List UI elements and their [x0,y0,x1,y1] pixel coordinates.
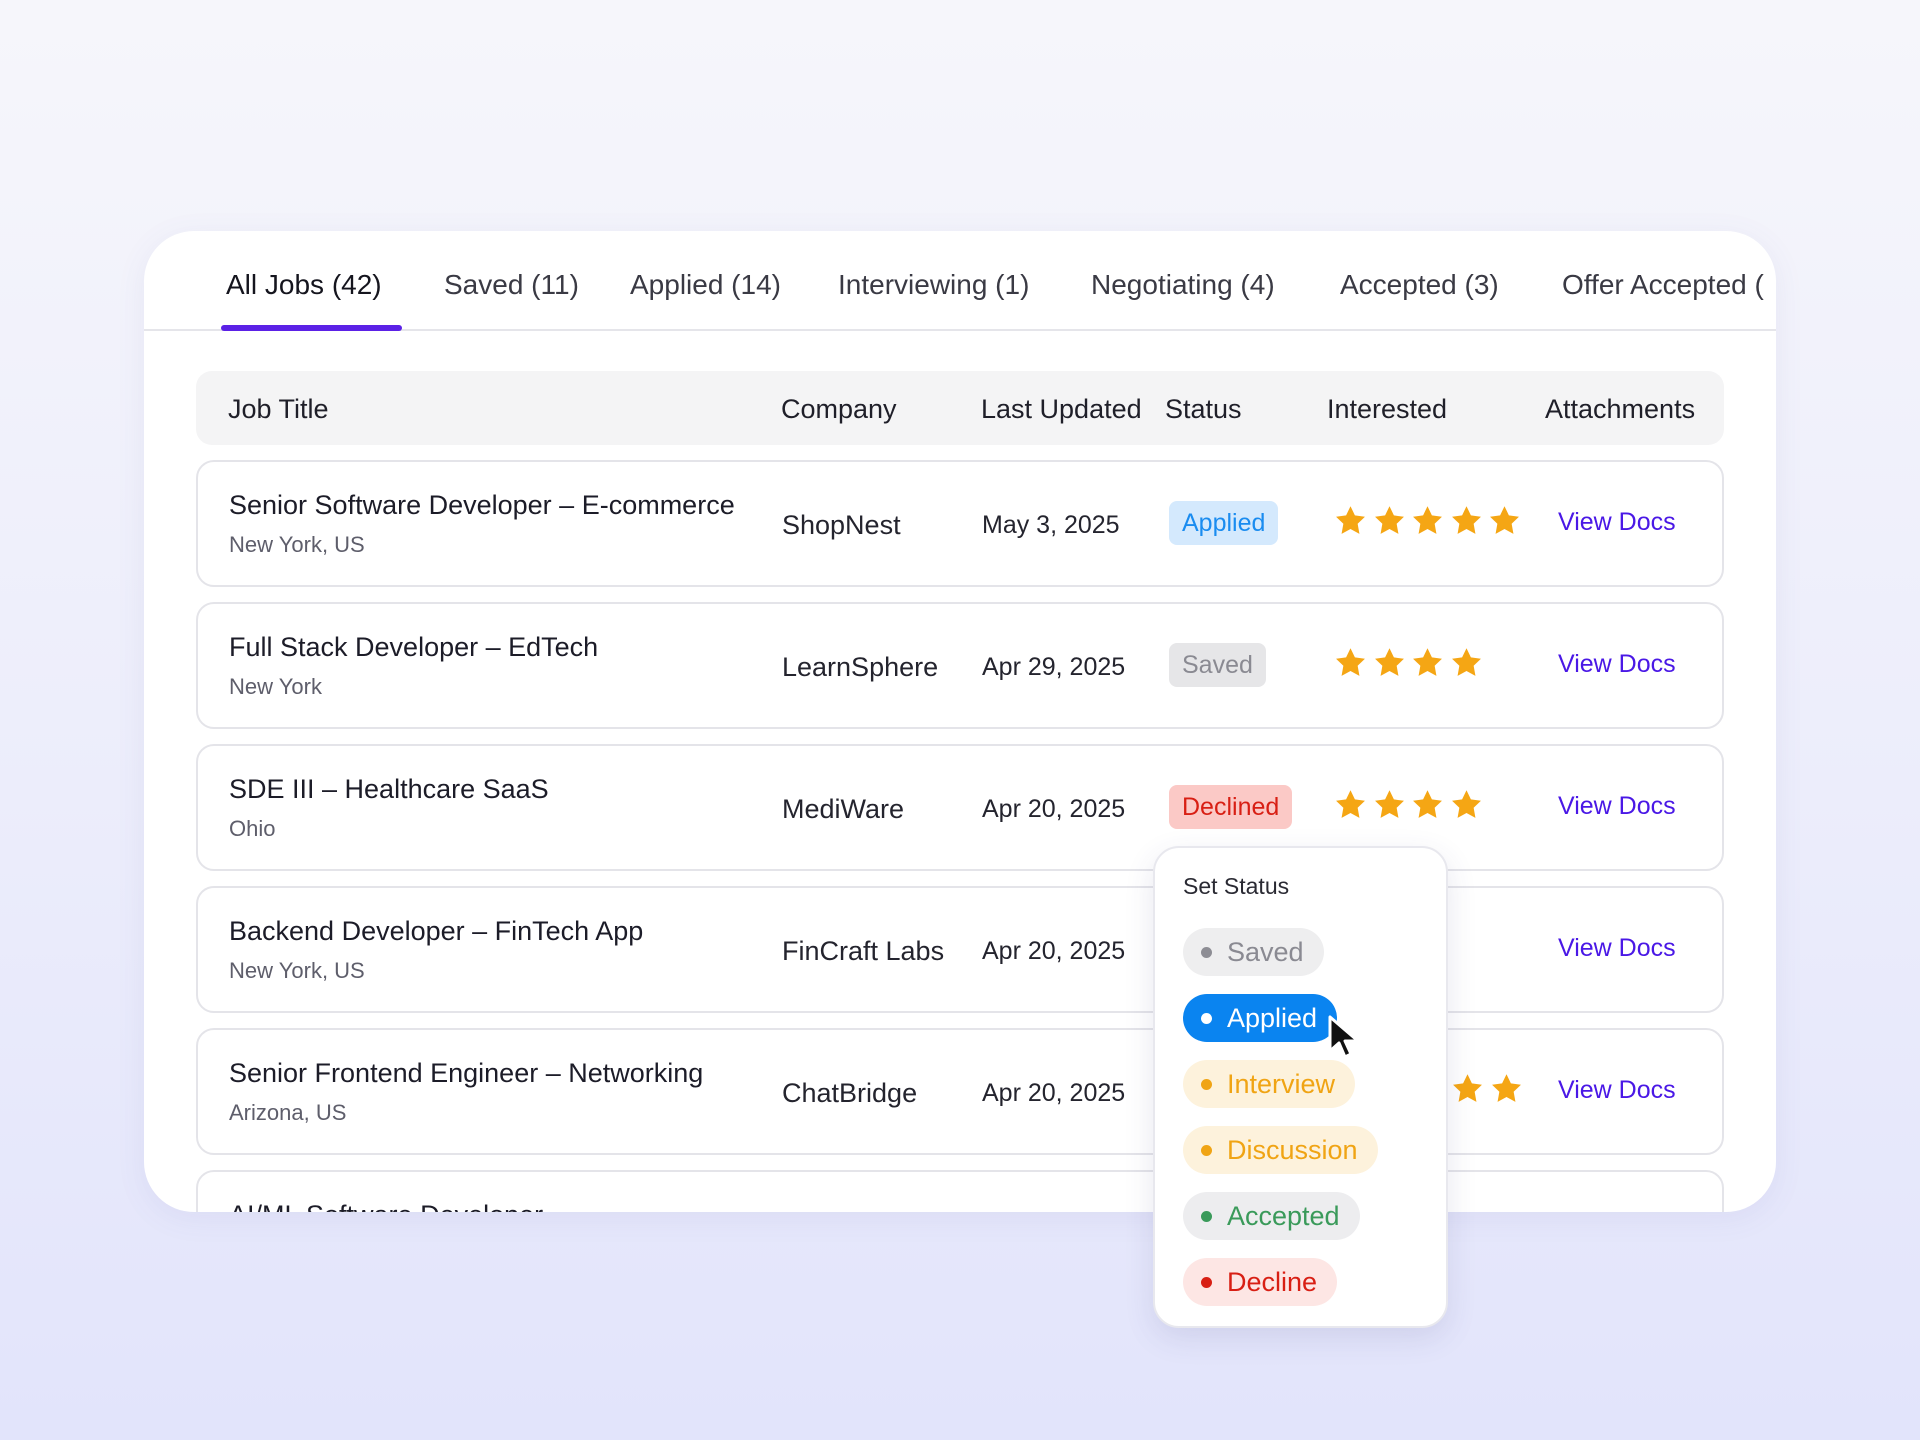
header-status[interactable]: Status [1165,394,1242,424]
star-icon[interactable] [1411,788,1444,821]
job-title[interactable]: SDE III – Healthcare SaaS [229,774,549,804]
table-row[interactable]: SDE III – Healthcare SaaS Ohio MediWare … [196,744,1724,871]
status-badge[interactable]: Declined [1169,785,1293,829]
job-title[interactable]: Senior Frontend Engineer – Networking [229,1058,704,1088]
job-title[interactable]: AI/ML Software Developer [229,1200,543,1212]
option-label: Applied [1227,1003,1318,1033]
job-location: Ohio [229,816,276,841]
star-icon[interactable] [1373,504,1406,537]
status-option-saved[interactable]: Saved [1183,928,1324,976]
interest-rating-partial[interactable] [1451,1072,1528,1112]
status-option-accepted[interactable]: Accepted [1183,1192,1360,1240]
option-label: Accepted [1227,1201,1340,1231]
star-icon[interactable] [1450,788,1483,821]
company-name: LearnSphere [782,652,939,682]
view-docs-link[interactable]: View Docs [1558,934,1676,962]
company-name: FinCraft Labs [782,936,945,966]
table-header: Job Title Company Last Updated Status In… [196,371,1724,445]
tab-saved[interactable]: Saved (11) [444,269,579,300]
star-icon[interactable] [1450,646,1483,679]
tab-applied[interactable]: Applied (14) [630,269,781,300]
tab-interviewing[interactable]: Interviewing (1) [838,269,1030,300]
status-dot [1201,1079,1212,1090]
star-icon [1491,1074,1521,1102]
table-row[interactable]: AI/ML Software Developer [196,1170,1724,1212]
view-docs-link[interactable]: View Docs [1558,650,1676,678]
table-row[interactable]: Full Stack Developer – EdTech New York L… [196,602,1724,729]
company-name: MediWare [782,794,905,824]
status-dot [1201,1145,1212,1156]
status-option-interview[interactable]: Interview [1183,1060,1356,1108]
set-status-dropdown: Set Status Saved Applied Interview Discu… [1153,846,1448,1328]
header-last-updated[interactable]: Last Updated [981,394,1142,424]
status-dot [1201,1211,1212,1222]
last-updated: Apr 20, 2025 [982,937,1126,965]
header-company[interactable]: Company [781,394,897,424]
job-location: Arizona, US [229,1100,347,1125]
header-interested[interactable]: Interested [1327,394,1448,424]
view-docs-link[interactable]: View Docs [1558,508,1676,536]
interest-rating[interactable] [1334,504,1527,544]
star-icon[interactable] [1334,646,1367,679]
status-dot [1201,947,1212,958]
table-row[interactable]: Senior Frontend Engineer – Networking Ar… [196,1028,1724,1155]
header-attachments[interactable]: Attachments [1545,394,1696,424]
view-docs-link[interactable]: View Docs [1558,792,1676,820]
last-updated: Apr 20, 2025 [982,795,1126,823]
table-row[interactable]: Senior Software Developer – E-commerce N… [196,460,1724,587]
view-docs-link[interactable]: View Docs [1558,1076,1676,1104]
star-icon[interactable] [1373,788,1406,821]
company-name: ShopNest [782,510,901,540]
option-label: Interview [1227,1069,1336,1099]
company-name: ChatBridge [782,1078,918,1108]
status-badge[interactable]: Applied [1169,501,1279,545]
tab-offer-accepted[interactable]: Offer Accepted ( [1562,269,1764,300]
tab-all-jobs[interactable]: All Jobs (42) [226,269,382,300]
option-label: Decline [1227,1267,1318,1297]
active-tab-indicator [221,325,402,331]
job-location: New York, US [229,958,365,983]
status-dot [1201,1277,1212,1288]
tab-negotiating[interactable]: Negotiating (4) [1091,269,1275,300]
interest-rating[interactable] [1334,646,1488,686]
star-icon[interactable] [1334,788,1367,821]
interest-rating[interactable] [1334,788,1488,828]
star-icon [1453,1074,1482,1102]
option-label: Saved [1227,937,1304,967]
star-icon[interactable] [1334,504,1367,537]
star-icon[interactable] [1373,646,1406,679]
job-title[interactable]: Full Stack Developer – EdTech [229,632,599,662]
status-option-decline[interactable]: Decline [1183,1258,1338,1306]
job-location: New York, US [229,532,365,557]
star-icon[interactable] [1450,504,1483,537]
status-dot [1201,1013,1212,1024]
status-badge[interactable]: Saved [1169,643,1266,687]
jobs-card: All Jobs (42) Saved (11) Applied (14) In… [144,231,1776,1212]
star-icon[interactable] [1411,646,1444,679]
last-updated: Apr 20, 2025 [982,1079,1126,1107]
header-job-title[interactable]: Job Title [228,394,329,424]
status-option-discussion[interactable]: Discussion [1183,1126,1378,1174]
pointer-cursor-icon [1328,1015,1360,1059]
dropdown-title: Set Status [1183,873,1290,899]
job-title[interactable]: Senior Software Developer – E-commerce [229,490,735,520]
tab-accepted[interactable]: Accepted (3) [1340,269,1499,300]
job-title[interactable]: Backend Developer – FinTech App [229,916,644,946]
status-tabs: All Jobs (42) Saved (11) Applied (14) In… [144,231,1776,331]
status-option-applied[interactable]: Applied [1183,994,1338,1042]
table-row[interactable]: Backend Developer – FinTech App New York… [196,886,1724,1013]
star-icon[interactable] [1488,504,1521,537]
last-updated: May 3, 2025 [982,511,1120,539]
star-icon[interactable] [1411,504,1444,537]
job-location: New York [229,674,322,699]
option-label: Discussion [1227,1135,1358,1165]
last-updated: Apr 29, 2025 [982,653,1126,681]
